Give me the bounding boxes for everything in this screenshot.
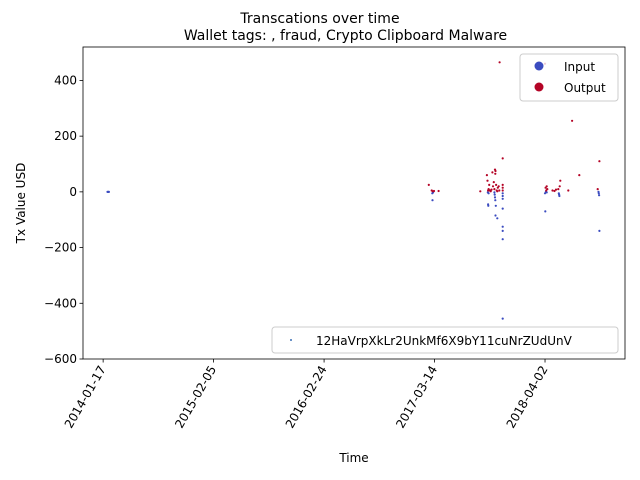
output-point — [497, 185, 500, 188]
y-tick-label: −200 — [44, 241, 77, 255]
x-axis: 2014-01-17 2015-02-05 2016-02-24 2017-03-14… — [62, 359, 551, 431]
output-point — [490, 188, 493, 191]
input-point — [496, 217, 499, 220]
input-point — [493, 191, 496, 194]
input-point — [493, 196, 497, 199]
y-tick-label: −600 — [44, 352, 77, 366]
output-point — [553, 189, 556, 193]
legend-series-marker — [290, 339, 292, 341]
input-point — [501, 225, 504, 228]
output-point — [501, 189, 504, 192]
output-point — [596, 188, 599, 191]
output-point — [501, 157, 504, 160]
output-point — [494, 172, 497, 175]
input-point — [598, 229, 601, 232]
output-point — [479, 190, 482, 193]
data-points — [106, 61, 601, 320]
output-point — [494, 169, 497, 173]
plot-frame — [82, 46, 626, 360]
output-point — [488, 183, 491, 186]
y-tick-label: 400 — [54, 73, 77, 87]
legend-input-label: Input — [564, 60, 595, 74]
hue-legend: Input Output — [519, 53, 619, 102]
input-point — [558, 194, 561, 198]
output-point — [558, 185, 561, 188]
legend-output-marker — [534, 82, 544, 92]
input-point — [431, 199, 434, 202]
x-tick-label: 2018-04-02 — [504, 363, 551, 430]
y-axis-label: Tx Value USD — [14, 163, 28, 245]
output-point — [432, 189, 436, 193]
output-point — [498, 189, 501, 192]
output-point — [498, 61, 501, 64]
y-tick-label: −400 — [44, 296, 77, 310]
input-point — [544, 210, 547, 213]
series-legend: 12HaVrpXkLr2UnkMf6X9bY11cuNrZUdUnV — [271, 326, 619, 354]
input-point — [597, 192, 600, 195]
output-point — [437, 189, 440, 193]
input-point — [501, 197, 504, 200]
input-point — [501, 194, 504, 198]
x-tick-label: 2016-02-24 — [283, 363, 330, 430]
legend-series-label: 12HaVrpXkLr2UnkMf6X9bY11cuNrZUdUnV — [316, 334, 573, 348]
input-point — [545, 191, 548, 194]
output-point — [501, 183, 504, 186]
output-point — [557, 188, 560, 191]
output-point — [501, 186, 504, 189]
output-point — [427, 183, 430, 186]
input-point — [487, 192, 490, 195]
output-point — [545, 185, 548, 188]
x-tick-label: 2015-02-05 — [172, 363, 219, 430]
output-point — [578, 174, 581, 177]
output-point — [559, 179, 562, 182]
output-point — [485, 174, 488, 177]
output-point — [493, 188, 496, 191]
input-point — [494, 214, 497, 217]
output-point — [598, 160, 601, 163]
chart-suptitle: Transcations over time — [239, 11, 399, 27]
chart-title: Wallet tags: , fraud, Crypto Clipboard M… — [184, 28, 507, 44]
legend-input-marker — [534, 61, 544, 71]
y-tick-label: 200 — [54, 129, 77, 143]
input-point — [501, 229, 504, 232]
output-point — [491, 171, 494, 174]
input-point — [494, 199, 497, 202]
series-legend-box — [271, 326, 619, 354]
x-axis-label: Time — [338, 451, 368, 465]
output-point — [492, 181, 495, 184]
input-point — [598, 194, 601, 197]
output-point — [496, 190, 499, 193]
input-point — [493, 193, 496, 196]
output-point — [554, 188, 558, 191]
input-point — [107, 190, 110, 193]
output-point — [495, 183, 498, 186]
input-point — [501, 192, 504, 195]
output-point — [486, 179, 489, 182]
hue-legend-box — [519, 53, 619, 102]
input-point — [501, 317, 504, 320]
output-point — [546, 188, 549, 191]
input-point — [494, 204, 497, 207]
input-point — [501, 238, 504, 241]
y-tick-label: 0 — [69, 185, 77, 199]
output-point — [491, 185, 495, 188]
input-point — [501, 207, 504, 210]
legend-output-label: Output — [564, 81, 606, 95]
x-tick-label: 2017-03-14 — [393, 363, 440, 430]
output-point — [571, 119, 574, 122]
output-point — [489, 190, 492, 193]
output-point — [567, 189, 570, 192]
y-axis: −600 −400 −200 0 200 400 — [44, 73, 83, 366]
x-tick-label: 2014-01-17 — [62, 363, 109, 430]
input-point — [487, 204, 490, 207]
output-point — [551, 189, 554, 192]
